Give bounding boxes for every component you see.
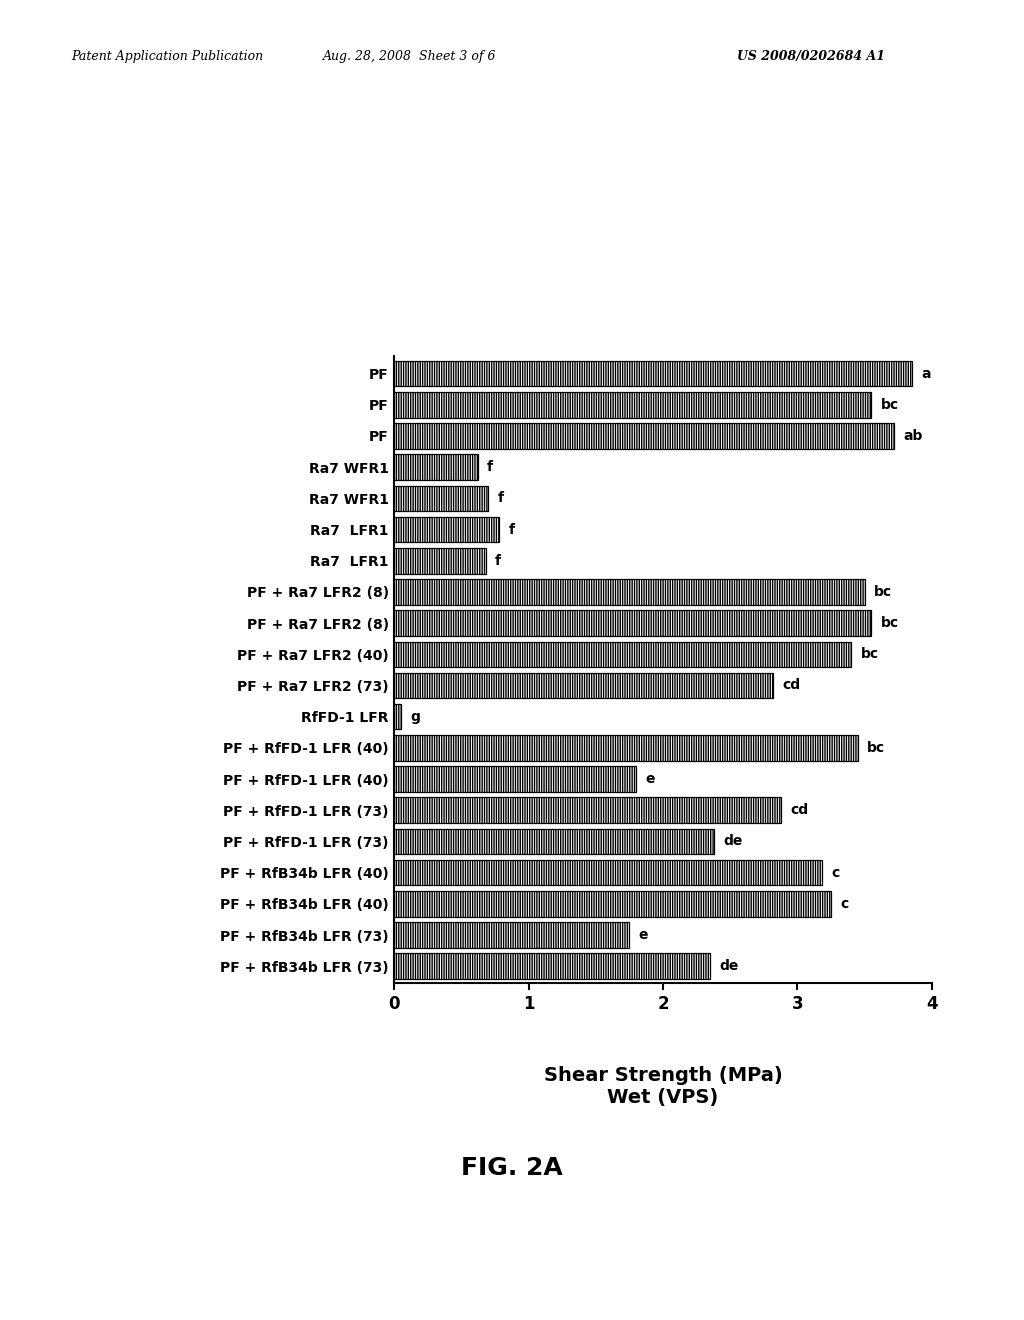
Bar	[394, 673, 773, 698]
Text: US 2008/0202684 A1: US 2008/0202684 A1	[737, 50, 886, 63]
Text: cd: cd	[782, 678, 801, 693]
Bar	[394, 486, 488, 511]
Text: f: f	[498, 491, 504, 506]
Bar	[394, 891, 831, 916]
Text: bc: bc	[860, 647, 879, 661]
Text: c: c	[831, 866, 840, 879]
Text: cd: cd	[791, 804, 809, 817]
Bar	[394, 454, 477, 480]
Bar	[394, 859, 821, 886]
Text: bc: bc	[867, 741, 886, 755]
Text: Aug. 28, 2008  Sheet 3 of 6: Aug. 28, 2008 Sheet 3 of 6	[323, 50, 497, 63]
Bar	[394, 424, 894, 449]
Text: f: f	[487, 461, 493, 474]
Bar	[394, 516, 499, 543]
Text: Patent Application Publication: Patent Application Publication	[72, 50, 264, 63]
Text: f: f	[495, 553, 501, 568]
Bar	[394, 579, 864, 605]
Text: g: g	[411, 710, 420, 723]
Bar	[394, 610, 871, 636]
Bar	[394, 392, 871, 417]
Bar	[394, 548, 485, 573]
Text: a: a	[922, 367, 931, 380]
Text: ab: ab	[903, 429, 923, 444]
Bar	[394, 735, 858, 760]
Text: de: de	[724, 834, 742, 849]
Bar	[394, 642, 851, 667]
Bar	[394, 360, 911, 387]
Bar	[394, 923, 630, 948]
Text: bc: bc	[874, 585, 892, 599]
Bar	[394, 704, 401, 730]
Text: c: c	[841, 896, 849, 911]
Text: bc: bc	[881, 616, 899, 630]
Bar	[394, 953, 710, 979]
Bar	[394, 767, 636, 792]
Text: de: de	[720, 960, 739, 973]
Text: FIG. 2A: FIG. 2A	[461, 1156, 563, 1180]
Text: f: f	[509, 523, 514, 536]
Text: Shear Strength (MPa): Shear Strength (MPa)	[544, 1067, 782, 1085]
Bar	[394, 797, 781, 824]
Text: bc: bc	[881, 397, 899, 412]
Text: e: e	[645, 772, 655, 787]
Bar	[394, 829, 714, 854]
Text: e: e	[639, 928, 648, 942]
Text: Wet (VPS): Wet (VPS)	[607, 1088, 719, 1107]
